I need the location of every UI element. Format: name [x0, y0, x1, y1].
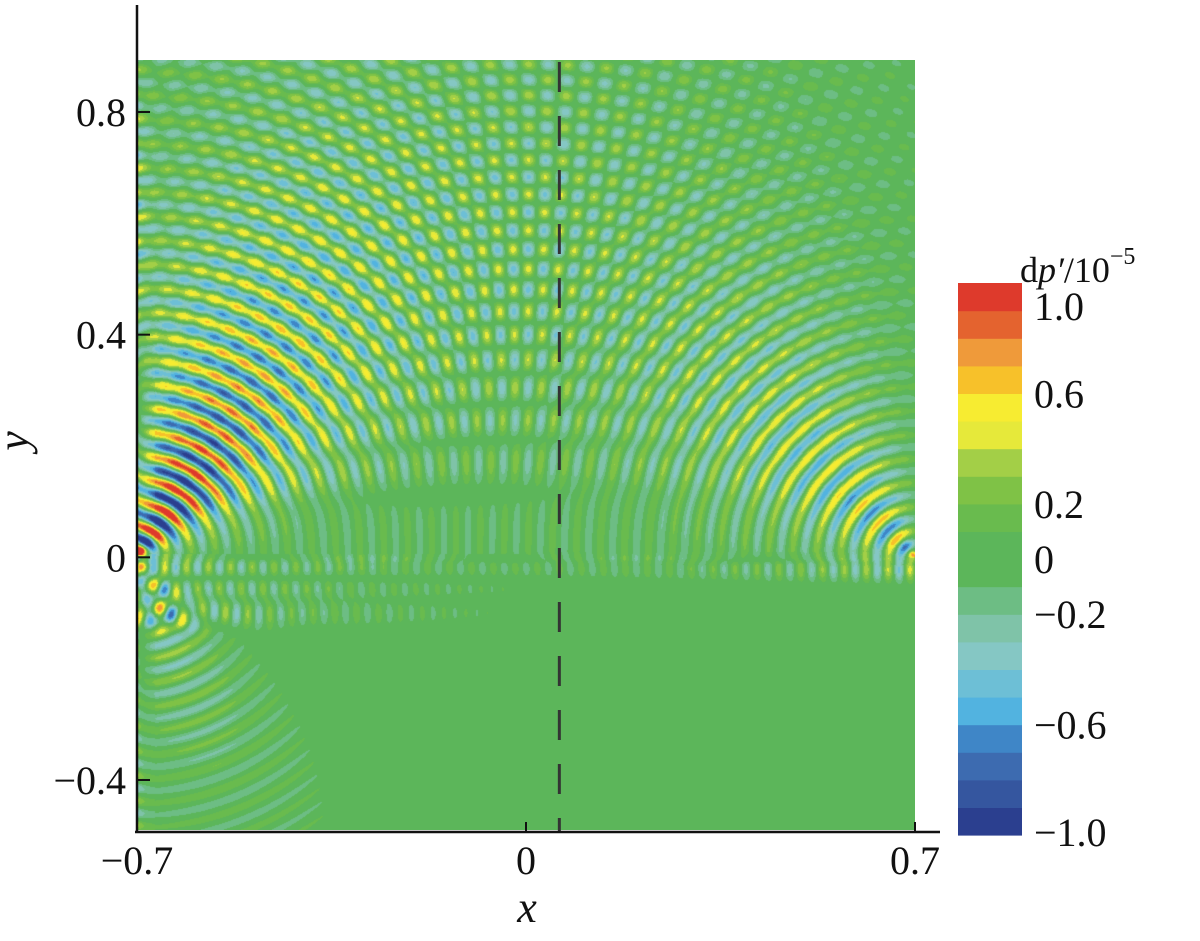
colorbar-title-var: p′ — [1035, 250, 1065, 290]
y-tick-label: 0 — [106, 535, 126, 580]
colorbar-tick-label: 1.0 — [1034, 284, 1084, 329]
colorbar-tick-label: 0.6 — [1034, 371, 1084, 416]
colorbar-tick-label: 0 — [1034, 537, 1054, 582]
colorbar-level — [958, 531, 1022, 560]
colorbar-level — [958, 365, 1022, 394]
x-axis-title: x — [516, 883, 537, 932]
colorbar-level — [958, 448, 1022, 477]
colorbar-level — [958, 807, 1022, 836]
colorbar-level — [958, 752, 1022, 781]
colorbar-tick-label: 0.2 — [1034, 482, 1084, 527]
colorbar-title: dp′/10−5 — [1020, 244, 1135, 290]
colorbar-tick-label: −0.6 — [1034, 703, 1107, 748]
colorbar-level — [958, 669, 1022, 698]
colorbar-level — [958, 586, 1022, 615]
x-tick-label: 0 — [516, 838, 536, 883]
x-tick-label: −0.7 — [101, 838, 174, 883]
colorbar-level — [958, 559, 1022, 588]
colorbar-tick-label: −0.2 — [1034, 592, 1107, 637]
y-tick-label: 0.4 — [76, 313, 126, 358]
colorbar-level — [958, 283, 1022, 312]
colorbar-level — [958, 503, 1022, 532]
colorbar: 1.0 0.6 0.2 0 −0.2 −0.6 −1.0 — [958, 283, 1107, 855]
x-tick-label: 0.7 — [890, 838, 940, 883]
colorbar-title-exp: −5 — [1110, 244, 1136, 270]
y-ticks: 0.8 0.4 0 −0.4 — [53, 90, 150, 803]
colorbar-level — [958, 476, 1022, 505]
colorbar-level — [958, 779, 1022, 808]
y-axis-title: y — [0, 431, 38, 455]
pressure-field-image — [137, 60, 915, 830]
colorbar-tick-label: −1.0 — [1034, 810, 1107, 855]
colorbar-level — [958, 724, 1022, 753]
y-tick-label: −0.4 — [53, 758, 126, 803]
y-tick-label: 0.8 — [76, 90, 126, 135]
colorbar-level — [958, 697, 1022, 726]
colorbar-level — [958, 421, 1022, 450]
x-ticks: −0.7 0 0.7 — [101, 822, 940, 883]
pressure-field-heatmap — [137, 60, 915, 830]
colorbar-level — [958, 393, 1022, 422]
colorbar-level — [958, 641, 1022, 670]
colorbar-title-slash: /10 — [1064, 250, 1110, 290]
colorbar-level — [958, 614, 1022, 643]
colorbar-level — [958, 338, 1022, 367]
colorbar-title-base: d — [1020, 250, 1038, 290]
colorbar-level — [958, 310, 1022, 339]
